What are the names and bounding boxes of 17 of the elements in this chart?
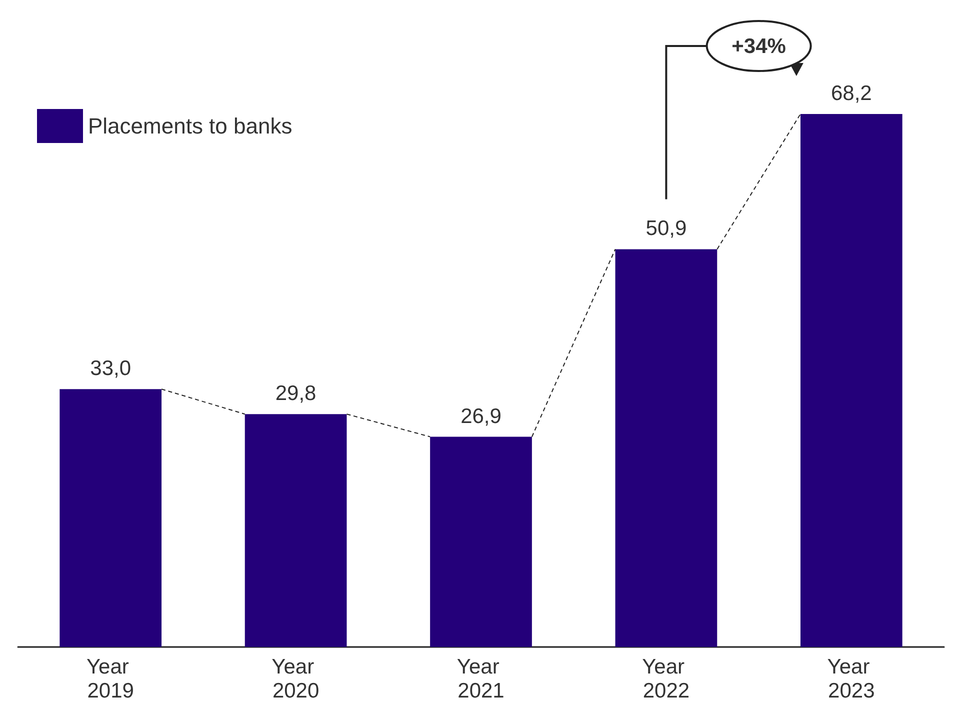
x-tick-label: Year 2023 xyxy=(827,656,876,702)
x-tick-label: Year 2020 xyxy=(272,656,320,702)
x-tick-label: Year 2019 xyxy=(86,656,135,702)
legend-label: Placements to banks xyxy=(88,114,292,138)
bar xyxy=(800,114,902,647)
data-label: 50,9 xyxy=(646,217,687,240)
data-label: 29,8 xyxy=(275,382,316,406)
bar xyxy=(430,436,532,647)
bar xyxy=(615,249,718,647)
text: +34% xyxy=(732,35,786,58)
x-tick-label: Year 2022 xyxy=(642,656,690,702)
data-label: 26,9 xyxy=(460,404,502,428)
bar xyxy=(244,414,347,647)
bar xyxy=(60,389,162,647)
x-tick-label: Year 2021 xyxy=(456,656,506,702)
data-label: 33,0 xyxy=(90,357,132,380)
data-label: 68,2 xyxy=(830,82,872,105)
